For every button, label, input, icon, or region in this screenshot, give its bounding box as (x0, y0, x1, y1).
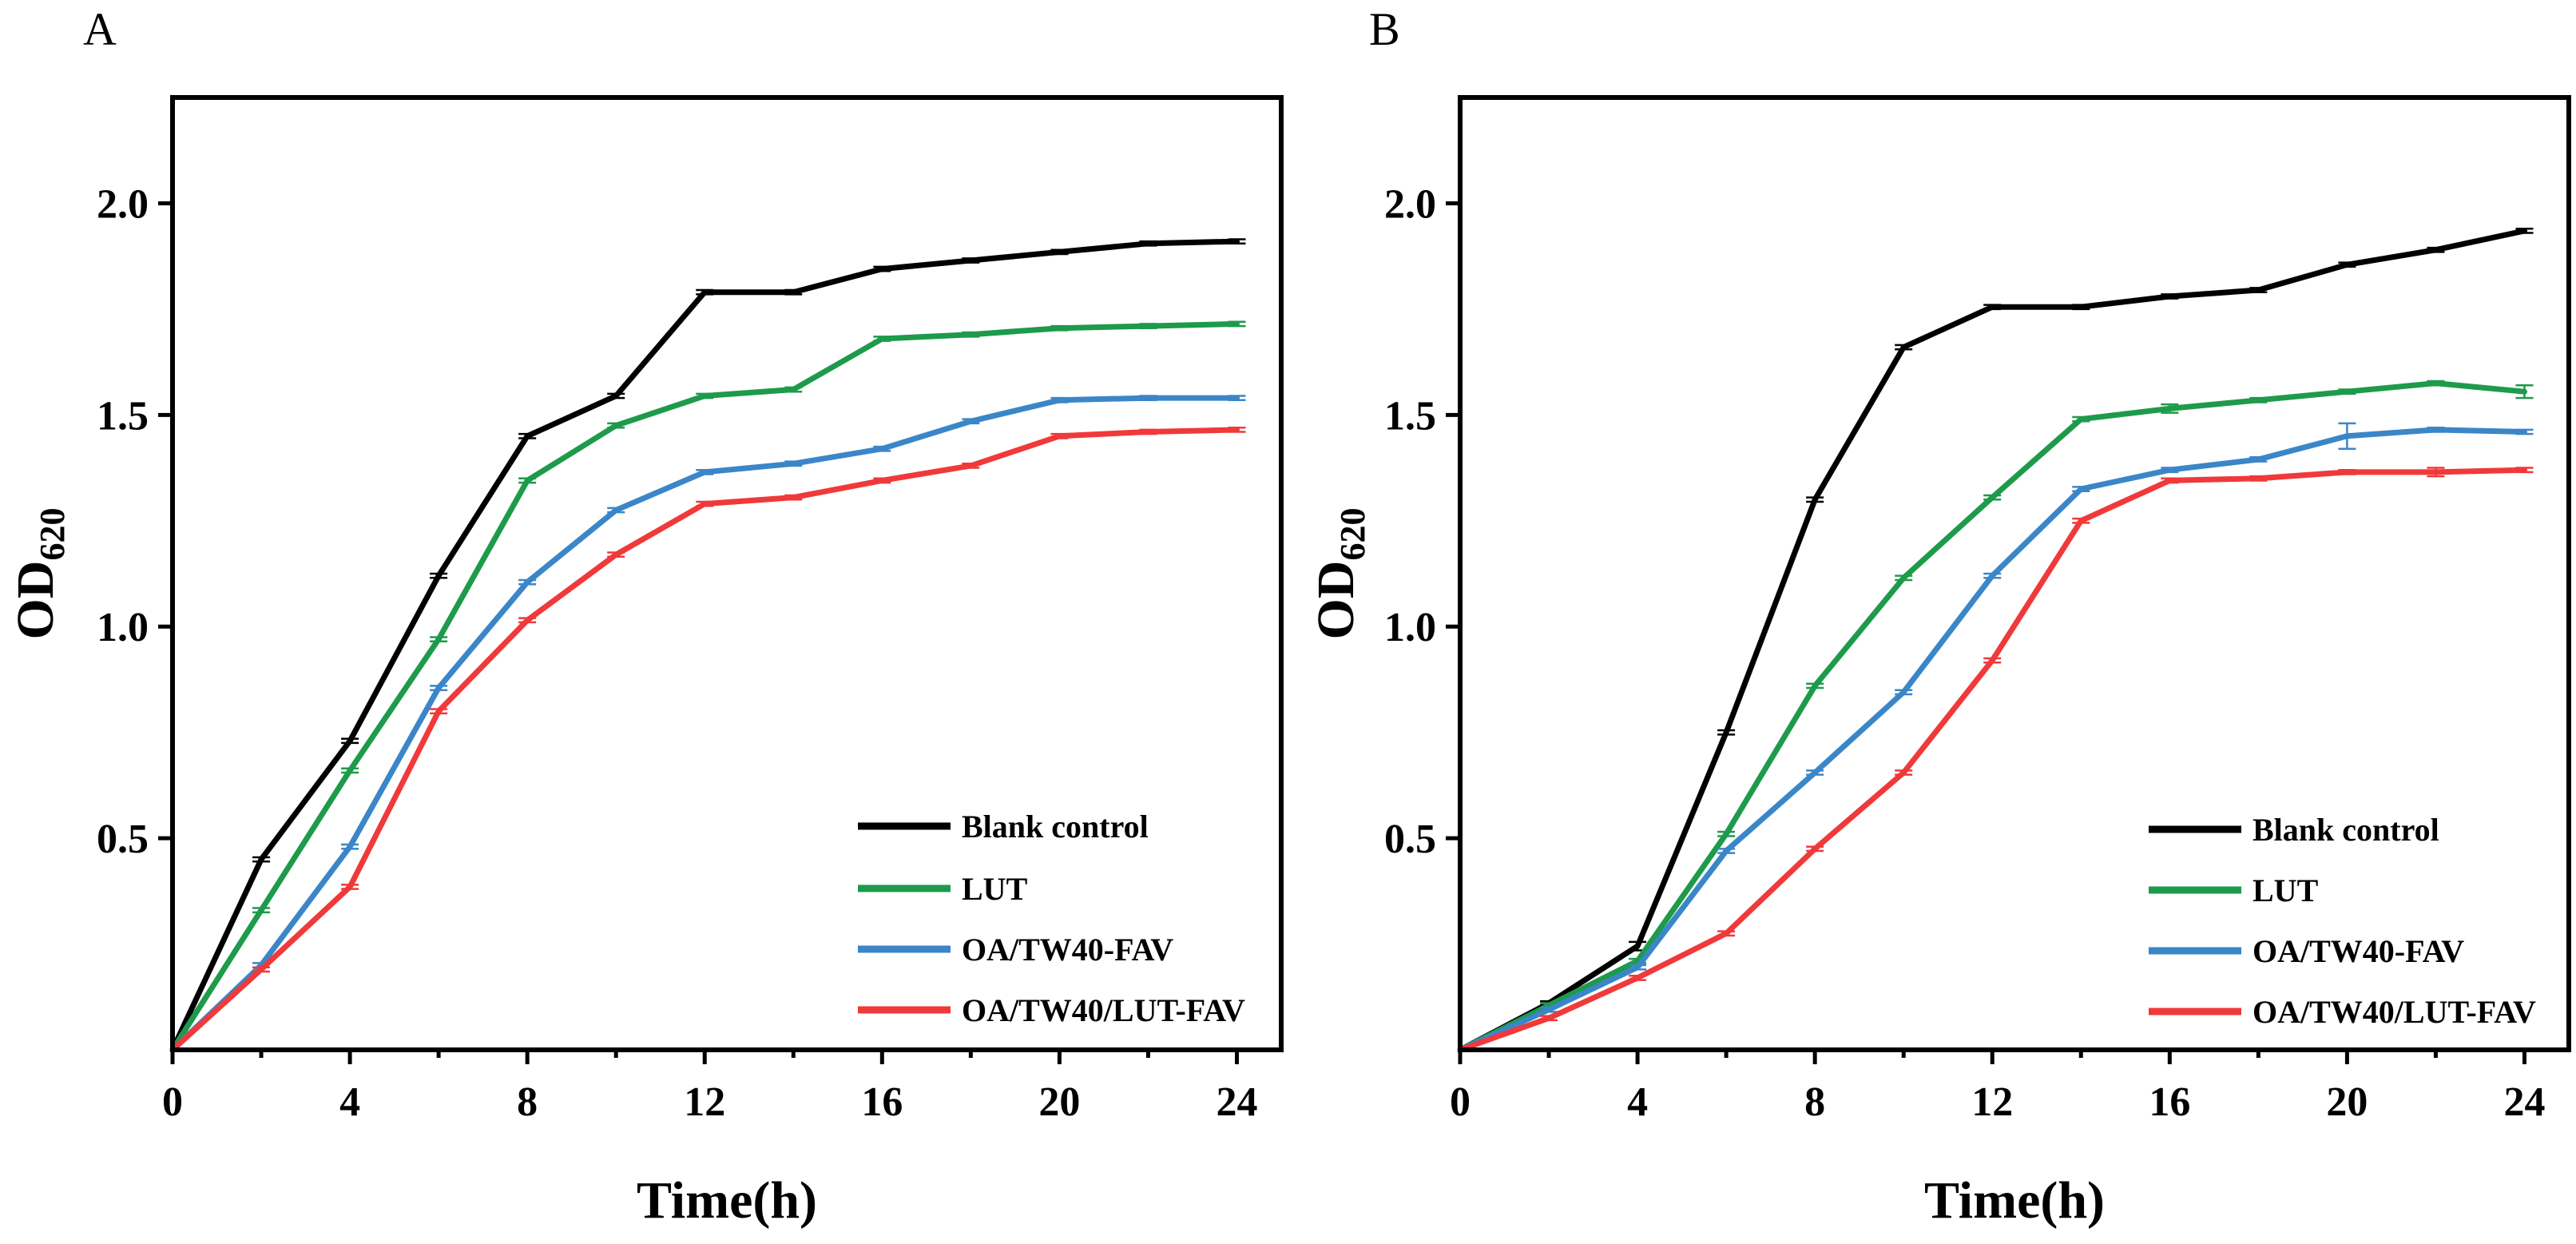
legend: Blank control LUT OA/TW40-FAV OA/TW40/LU… (858, 809, 1245, 1028)
y-axis-title: OD620 (6, 508, 72, 640)
legend-label-blank-control: Blank control (2253, 812, 2439, 848)
x-tick-label: 20 (2326, 1079, 2368, 1125)
series-layer (169, 238, 1246, 1053)
series-line-blank-control (169, 238, 1240, 1053)
x-tick-label: 16 (861, 1079, 903, 1125)
x-tick-label: 16 (2149, 1079, 2190, 1125)
x-tick-label: 12 (1971, 1079, 2013, 1125)
x-tick-label: 8 (517, 1079, 538, 1125)
x-axis-title: Time(h) (637, 1171, 817, 1230)
x-tick-label: 0 (162, 1079, 183, 1125)
y-tick-label: 1.5 (97, 393, 149, 439)
y-axis-title-sub: 620 (33, 508, 72, 561)
y-tick-label: 0.5 (97, 817, 149, 862)
legend-label-oa-tw40-lut-fav: OA/TW40/LUT-FAV (2253, 994, 2536, 1030)
x-tick-label: 4 (1627, 1079, 1648, 1125)
x-tick-label: 24 (1216, 1079, 1257, 1125)
x-tick-label: 8 (1804, 1079, 1825, 1125)
ticks-layer: 0 4 8 12 16 20 24 0.5 1.0 1.5 2.0 (97, 181, 1257, 1125)
y-tick-label: 1.5 (1384, 393, 1436, 439)
x-tick-label: 24 (2503, 1079, 2545, 1125)
panel-a: A 0 4 8 12 16 20 240.51.01.52.0 Time(h) OD620 … (6, 3, 1284, 1230)
ticks-layer: 0 4 8 12 16 20 24 0.5 1.0 1.5 2.0 (1384, 181, 2545, 1125)
y-tick-label: 0.5 (1384, 817, 1436, 862)
x-tick-label: 12 (684, 1079, 725, 1125)
panel-label-a: A (83, 3, 117, 55)
legend: Blank control LUT OA/TW40-FAV OA/TW40/LU… (2149, 812, 2536, 1030)
legend-label-blank-control: Blank control (962, 809, 1149, 845)
series-layer (1457, 227, 2534, 1053)
legend-label-lut: LUT (962, 871, 1028, 907)
y-axis-title-sub: 620 (1333, 508, 1372, 561)
panel-label-b: B (1369, 3, 1400, 55)
plot-frame (170, 95, 1284, 1052)
plot-frame (1458, 95, 2571, 1052)
series-line-blank-control (1457, 228, 2527, 1053)
y-axis-title-main: OD (1307, 561, 1365, 640)
x-axis-title: Time(h) (1924, 1171, 2105, 1230)
x-tick-label: 0 (1450, 1079, 1471, 1125)
legend-label-oa-tw40-lut-fav: OA/TW40/LUT-FAV (962, 992, 1245, 1028)
y-axis-title: OD620 (1307, 508, 1372, 640)
y-tick-label: 1.0 (97, 605, 149, 650)
legend-label-lut: LUT (2253, 872, 2319, 908)
legend-label-oa-tw40-fav: OA/TW40-FAV (2253, 933, 2464, 969)
y-tick-label: 2.0 (1384, 181, 1436, 227)
y-tick-label: 2.0 (97, 181, 149, 227)
y-tick-label: 1.0 (1384, 605, 1436, 650)
y-axis-title-main: OD (6, 561, 65, 640)
legend-label-oa-tw40-fav: OA/TW40-FAV (962, 932, 1173, 968)
x-tick-label: 4 (339, 1079, 360, 1125)
panel-b: B 0 4 8 12 16 20 240.51.01.52.0 Time(h) OD620 … (1307, 3, 2571, 1230)
x-tick-label: 20 (1038, 1079, 1080, 1125)
